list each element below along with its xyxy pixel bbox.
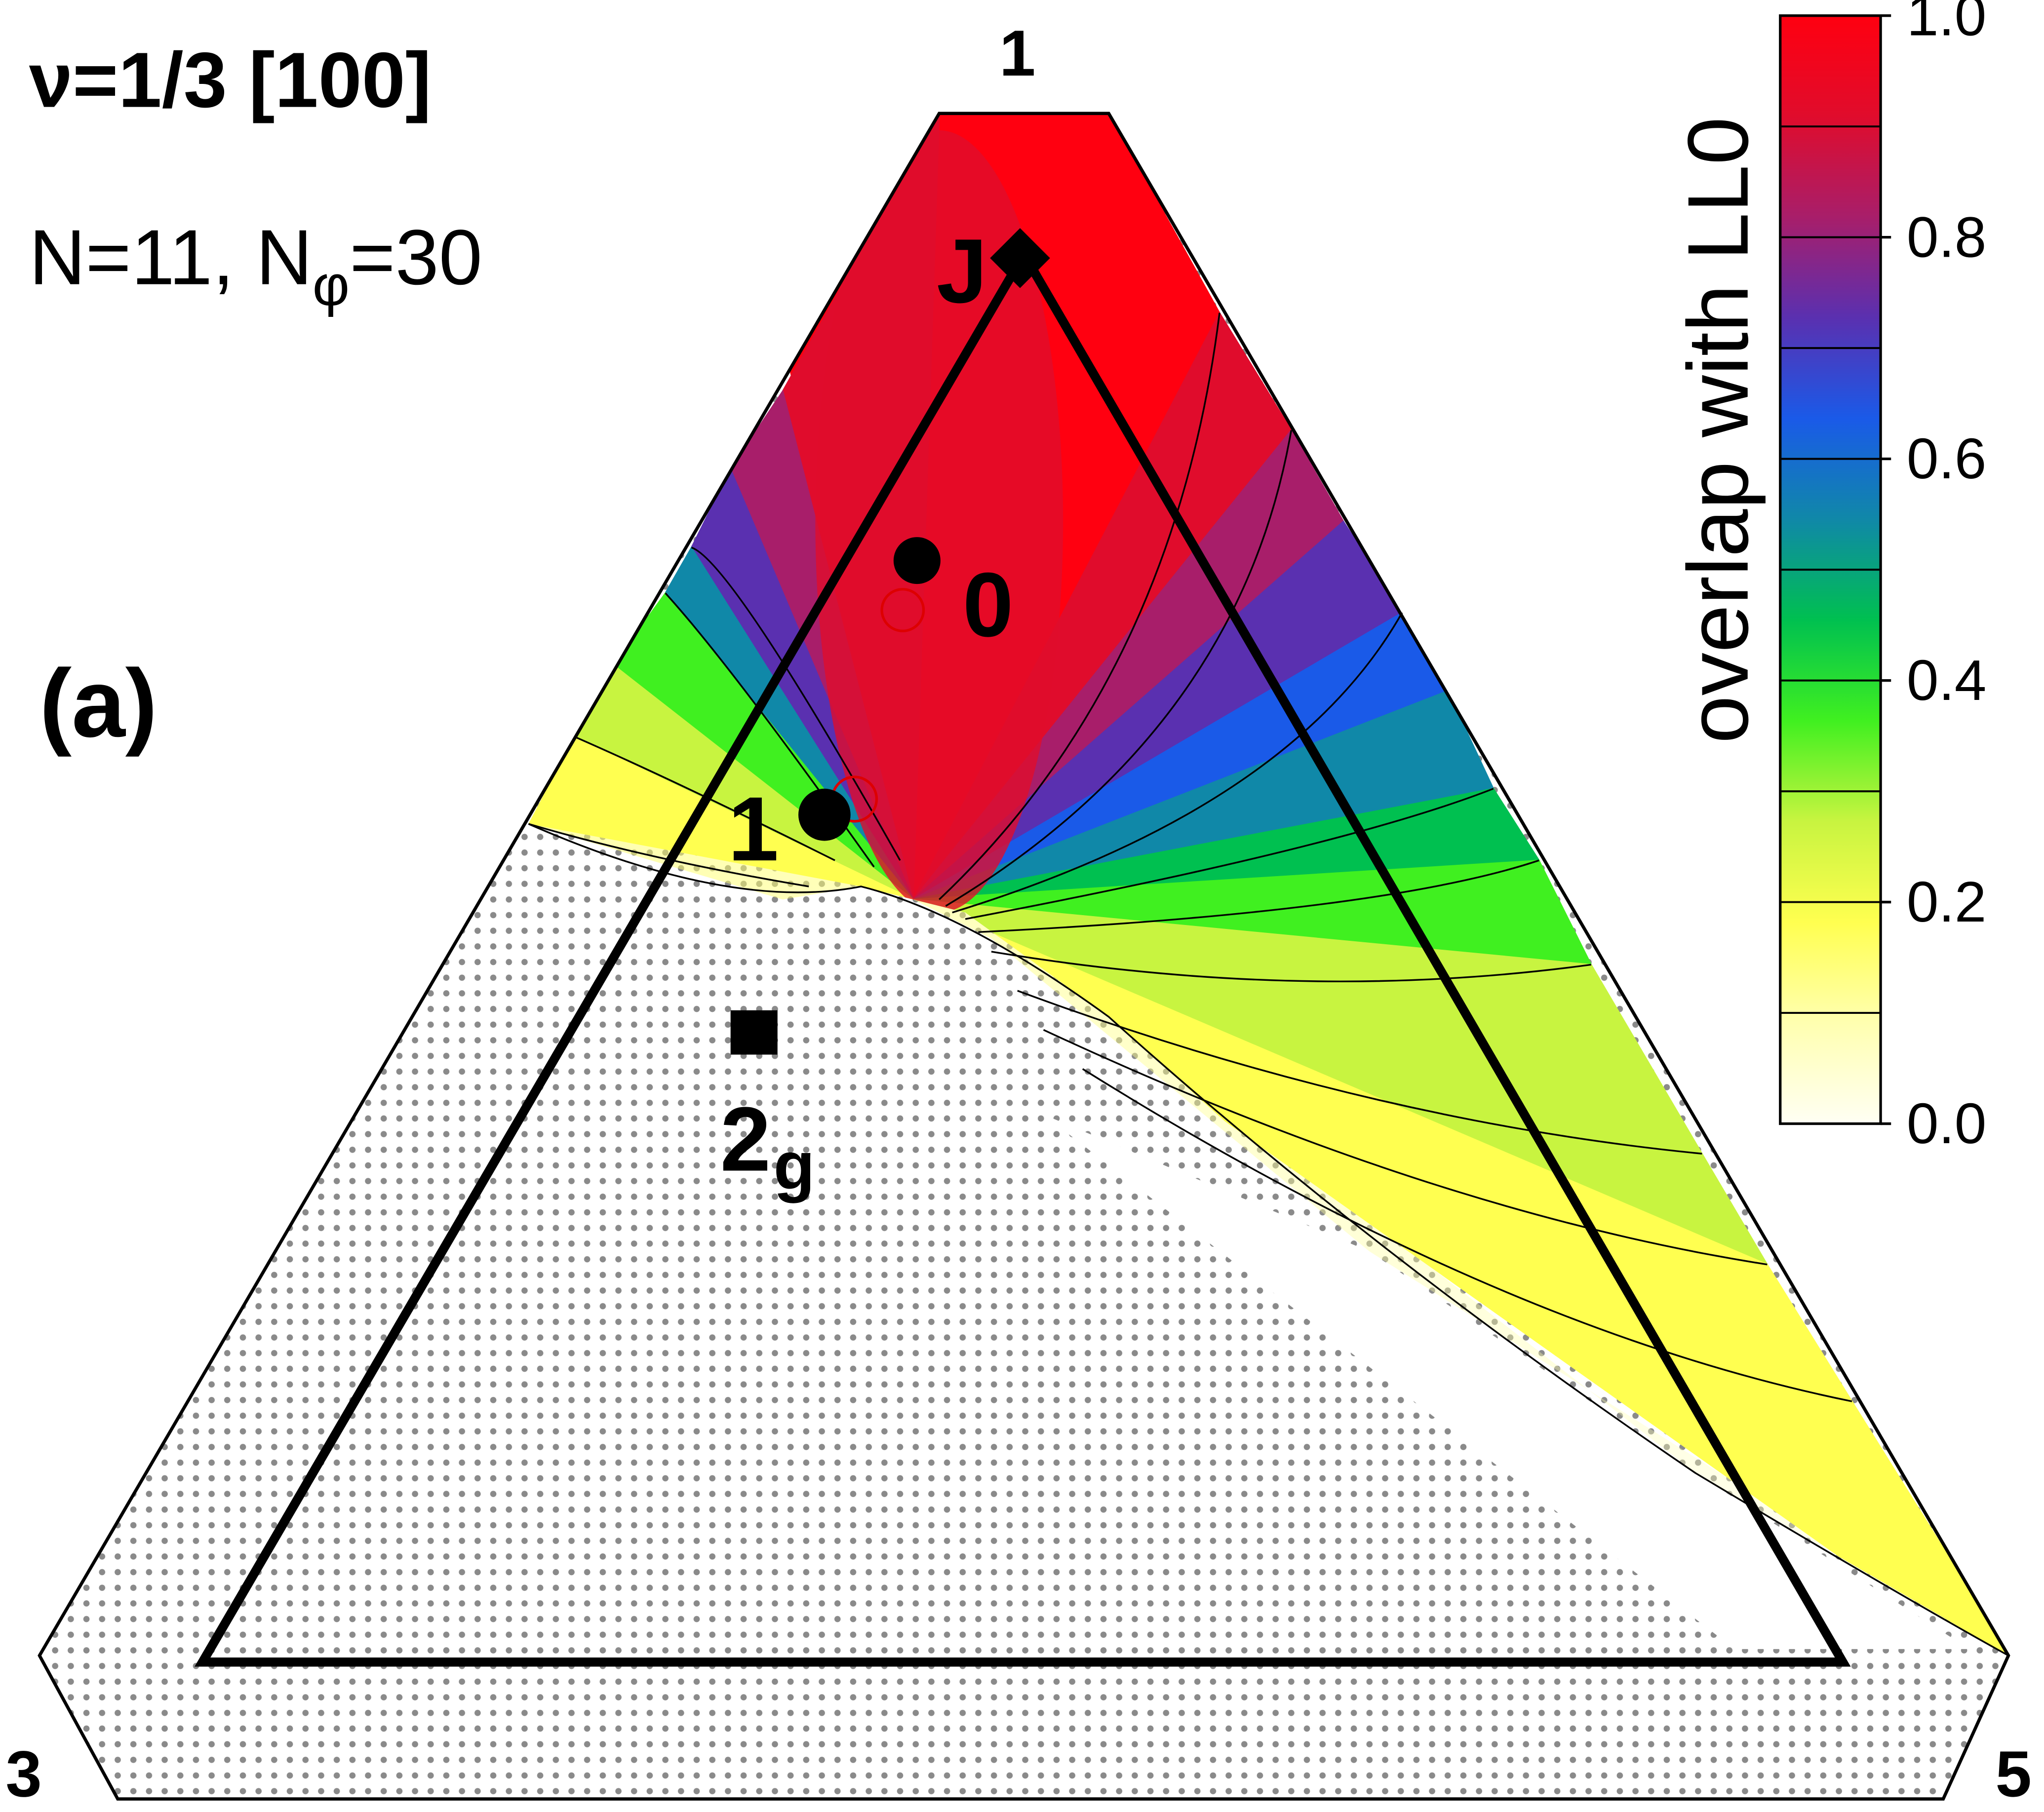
colorbar: overlap with LL0 0.0 0.2 0.4 0.6 0.8 1.0 (1670, 0, 1987, 1156)
corner-label: 5 (1996, 1737, 2032, 1810)
point-label-sub: g (774, 1128, 815, 1204)
chart-subtitle: N=11, Nφ=30 (29, 214, 482, 317)
contour-line (691, 546, 901, 861)
contour-line (528, 823, 809, 887)
pale-region (528, 736, 2008, 1656)
corner-label: 1 (999, 16, 1035, 89)
contour-line (1082, 1068, 1852, 1402)
plot-border (38, 112, 2010, 1801)
contour-line (978, 859, 1539, 933)
color-core (815, 130, 1063, 913)
contour-line (991, 951, 1592, 983)
colorbar-label: overlap with LL0 (1670, 117, 1766, 743)
contour-line (528, 823, 2009, 1657)
point-marker (730, 1010, 778, 1055)
colorbar-tick-label: 0.0 (1907, 1091, 1987, 1156)
contour-line (945, 430, 1293, 907)
contour-line (574, 735, 835, 861)
panel-label: (a) (39, 650, 157, 757)
subtitle-part: N=11, N (29, 214, 313, 301)
contour-line (939, 312, 1220, 900)
colorbar-tick-label: 0.8 (1907, 205, 1987, 269)
contour-line (952, 612, 1403, 914)
colorbar-tick-label: 0.6 (1907, 426, 1987, 491)
corner-label: 3 (5, 1737, 41, 1810)
subtitle-sub: φ (313, 253, 350, 317)
contour-line (1017, 990, 1702, 1155)
point-label-main: 2 (720, 1089, 771, 1191)
contour-line (1043, 1029, 1768, 1266)
point-marker (893, 537, 941, 584)
chart-title: ν=1/3 [100] (29, 37, 432, 124)
point-label: 0 (963, 554, 1014, 656)
colorbar-tick-label: 1.0 (1907, 0, 1987, 47)
point-label: J (937, 221, 987, 322)
point-marker (880, 588, 925, 632)
colorbar-tick-label: 0.2 (1907, 870, 1987, 934)
subtitle-part: =30 (350, 214, 482, 301)
contour-lines (528, 312, 2009, 1657)
point-label: 1 (728, 778, 779, 880)
blank-region (1043, 1115, 1969, 1649)
inner-triangle (195, 245, 1851, 1667)
colorbar-tick-label: 0.4 (1907, 648, 1987, 712)
point-marker (798, 788, 851, 841)
contour-line (965, 788, 1494, 920)
